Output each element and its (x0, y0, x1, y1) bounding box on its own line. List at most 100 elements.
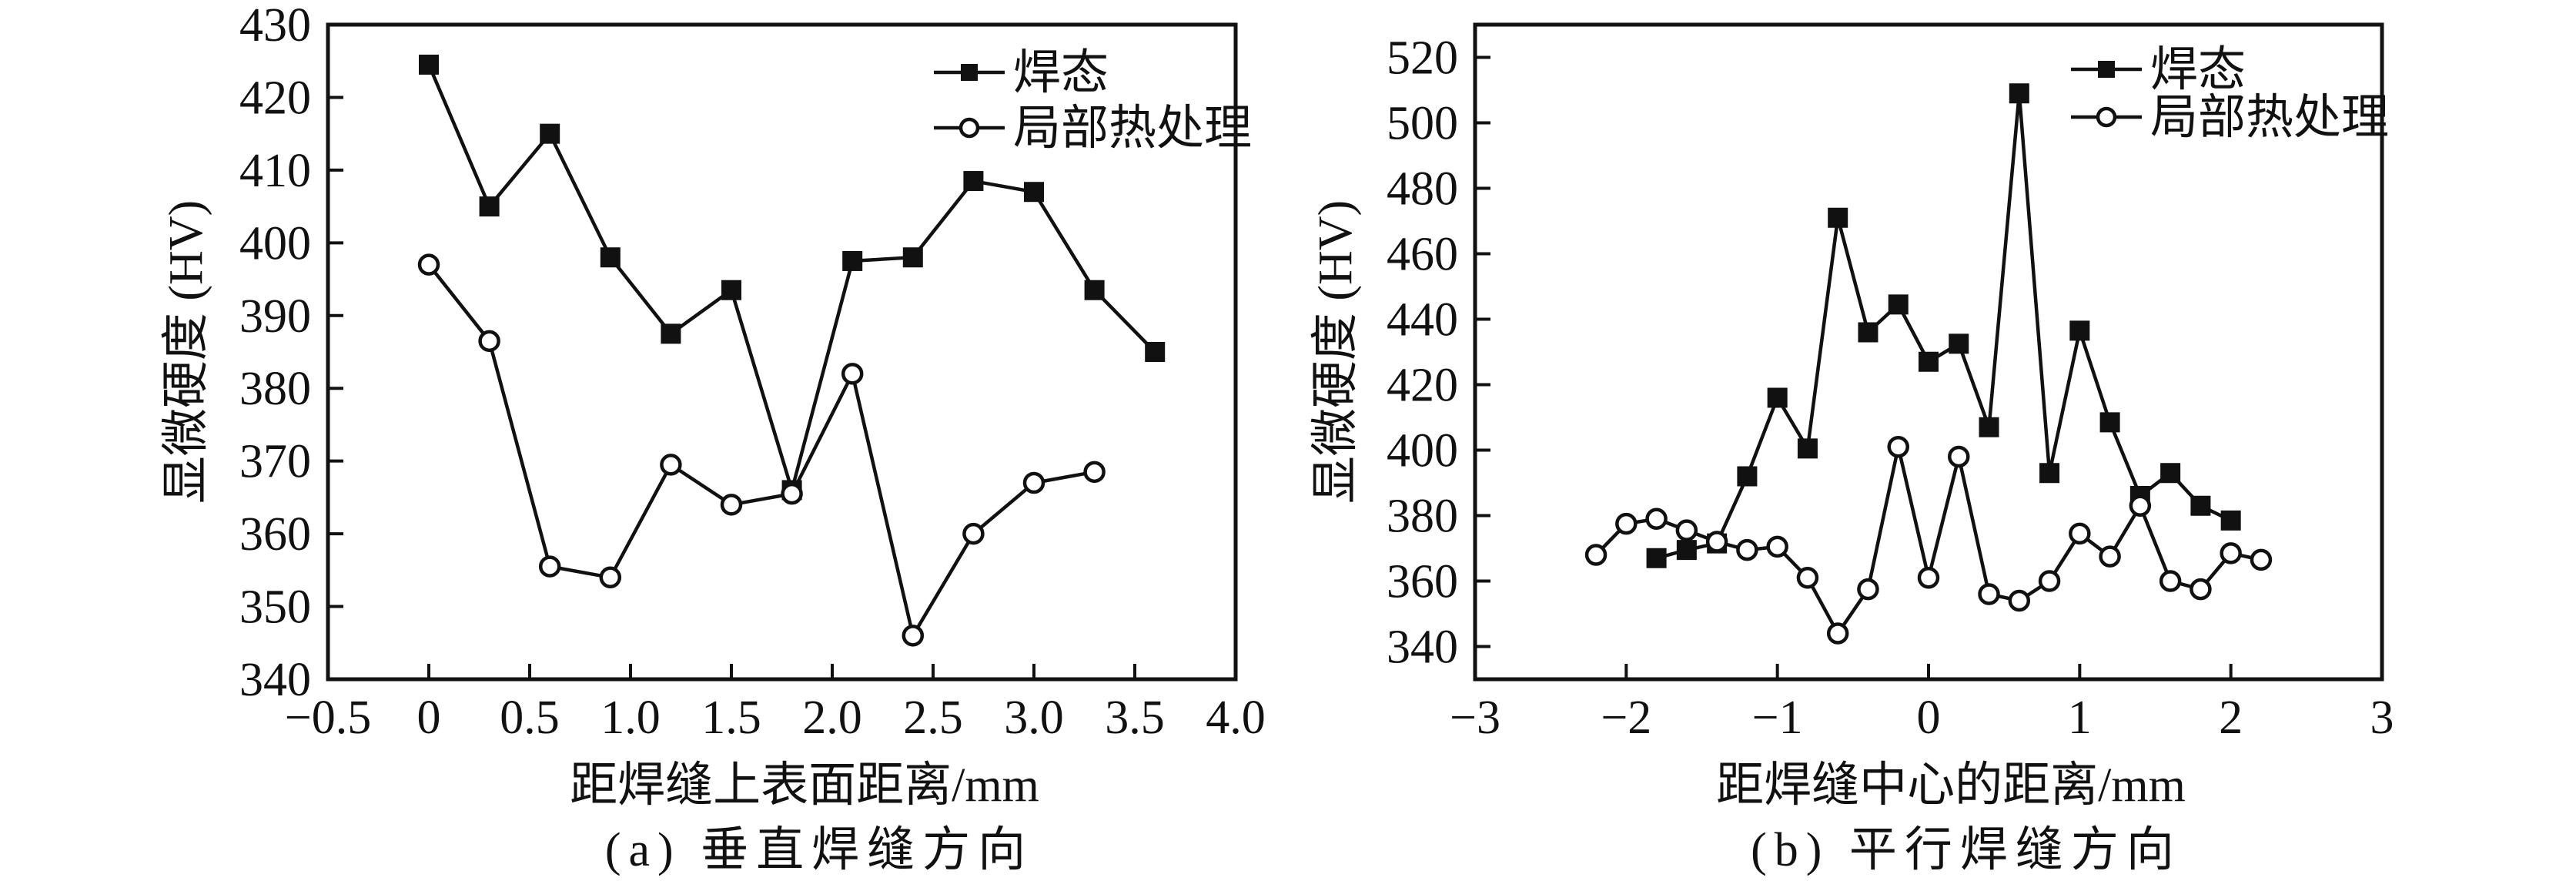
panel-b-series-local-heat-treatment-marker (2008, 589, 2031, 612)
panel-a-series-as-welded-marker (661, 323, 681, 344)
panel-b-y-tick-label: 380 (1387, 491, 1458, 543)
panel-a-y-tick-label: 340 (239, 654, 311, 706)
panel-a-series-local-heat-treatment-marker (1022, 471, 1045, 494)
panel-b-series-as-welded-marker (1888, 294, 1909, 315)
panel-a-y-tick-label: 370 (239, 436, 311, 488)
panel-b-series-local-heat-treatment-marker (1826, 622, 1849, 645)
panel-a-x-tick-label: 2.0 (802, 692, 862, 744)
panel-a-y-tick-label: 430 (239, 0, 311, 52)
panel-a-y-tick-label: 380 (239, 363, 311, 415)
panel-b-series-as-welded-line (1656, 93, 2232, 560)
panel-a-series-as-welded-marker (1145, 342, 1166, 362)
panel-b-series-local-heat-treatment-marker (1978, 583, 2000, 605)
panel-a-x-tick-label: 1.5 (701, 692, 761, 744)
panel-b-series-as-welded-marker (1828, 207, 1848, 228)
panel-a-series-as-welded-marker (1084, 280, 1105, 300)
panel-a-series-local-heat-treatment-marker (841, 363, 864, 385)
panel-b-y-tick-label: 360 (1387, 556, 1458, 608)
panel-b-y-tick-label: 520 (1387, 32, 1458, 85)
panel-a-series-as-welded-marker (902, 247, 923, 268)
panel-b-series-local-heat-treatment-marker (2069, 522, 2091, 545)
panel-b-series-local-heat-treatment-marker (1736, 538, 1758, 561)
panel-b-series-local-heat-treatment-marker (2220, 542, 2242, 564)
panel-b-series-as-welded-marker (2099, 412, 2120, 433)
panel-b-series-local-heat-treatment-marker (1887, 436, 1909, 458)
panel-b-series-as-welded-marker (1767, 387, 1788, 408)
panel-b-series-local-heat-treatment-marker (1645, 507, 1668, 530)
panel-b-x-tick-label: 3 (2370, 692, 2394, 744)
panel-a-y-axis-title: 显微硬度 (HV) (160, 200, 212, 504)
panel-b-series-local-heat-treatment-marker (1705, 531, 1728, 553)
panel-b-legend-local-heat-treatment-label: 局部热处理 (2150, 92, 2389, 144)
panel-a-series-as-welded-marker (479, 196, 500, 217)
panel-b-x-tick-label: −2 (1601, 692, 1651, 744)
panel-a-y-tick-label: 400 (239, 217, 311, 270)
panel-a-x-axis-title: 距焊缝上表面距离/mm (570, 759, 1039, 812)
panel-b-series-as-welded-marker (1858, 322, 1878, 343)
panel-a-legend-local-heat-treatment-label: 局部热处理 (1013, 102, 1252, 155)
panel-b-series-as-welded-marker (1949, 333, 1969, 354)
panel-b-y-tick-label: 400 (1387, 425, 1458, 477)
panel-b-x-tick-label: −3 (1450, 692, 1500, 744)
panel-a-series-local-heat-treatment-marker (781, 482, 803, 505)
panel-b-y-axis-title: 显微硬度 (HV) (1310, 200, 1362, 504)
panel-a-x-tick-label: 0 (417, 692, 441, 744)
panel-b-series-local-heat-treatment-marker (2190, 578, 2212, 601)
panel-a-x-tick-label: −0.5 (285, 692, 371, 744)
panel-b-legend-as-welded-marker-icon (2098, 61, 2115, 78)
panel-a-y-tick-label: 410 (239, 145, 311, 197)
panel-b-legend-local-heat-treatment-marker-icon (2096, 106, 2117, 128)
panel-b-y-tick-label: 340 (1387, 621, 1458, 674)
panel-a-series-local-heat-treatment-marker (417, 253, 440, 276)
panel-a-series-local-heat-treatment-marker (902, 625, 925, 647)
panel-a-legend-local-heat-treatment-marker-icon (958, 117, 980, 139)
panel-b-x-tick-label: 2 (2219, 692, 2243, 744)
panel-b-series-local-heat-treatment-marker (1948, 445, 1970, 468)
panel-a-series-local-heat-treatment-marker (599, 566, 622, 589)
panel-b-series-local-heat-treatment-marker (1766, 535, 1788, 558)
panel-a-legend-as-welded-marker-icon (961, 64, 978, 81)
panel-a-series-local-heat-treatment-marker (538, 555, 561, 578)
panel-b-series-local-heat-treatment-marker (1857, 578, 1879, 601)
panel-a-series-local-heat-treatment-marker (962, 522, 985, 545)
panel-b-series-as-welded-marker (1646, 548, 1667, 568)
panel-a-x-tick-label: 4.0 (1206, 692, 1266, 744)
panel-b-y-tick-label: 460 (1387, 229, 1458, 281)
panel-a-y-tick-label: 420 (239, 72, 311, 124)
panel-a-x-tick-label: 3.5 (1105, 692, 1165, 744)
panel-a-series-local-heat-treatment-marker (720, 494, 743, 516)
panel-a-series-as-welded-marker (963, 171, 984, 192)
panel-a-series-as-welded-marker (721, 280, 741, 300)
panel-a-y-tick-label: 390 (239, 290, 311, 343)
panel-b-series-as-welded-marker (1919, 351, 1939, 372)
panel-b: −3 −2 −1 0 1 2 3 340 360 380 400 420 440 460 480 500 520… (1310, 22, 2394, 876)
panel-b-series-as-welded-marker (1979, 417, 1999, 437)
panel-b-series-as-welded-marker (1676, 540, 1697, 561)
panel-a-series-as-welded-marker (600, 247, 621, 268)
panel-a-y-tick-label: 350 (239, 581, 311, 634)
panel-b-x-tick-label: −1 (1752, 692, 1803, 744)
panel-a-x-tick-label: 3.0 (1004, 692, 1064, 744)
panel-b-x-tick-label: 0 (1917, 692, 1941, 744)
panel-a-series-as-welded-marker (540, 123, 560, 144)
panel-a-series-local-heat-treatment-marker (660, 454, 682, 476)
panel-a-series-as-welded-marker (842, 250, 863, 271)
panel-b-series-local-heat-treatment-marker (2250, 548, 2273, 571)
panel-b-series-local-heat-treatment-marker (2038, 570, 2061, 592)
panel-a-y-tick-label: 360 (239, 508, 311, 561)
panel-b-x-tick-label: 1 (2068, 692, 2092, 744)
panel-b-series-local-heat-treatment-marker (2099, 545, 2121, 568)
panel-b-series-local-heat-treatment-marker (1796, 567, 1819, 589)
panel-b-series-local-heat-treatment-marker (1917, 567, 1940, 589)
panel-a-legend-as-welded-label: 焊态 (1013, 47, 1109, 99)
panel-a-series-as-welded-marker (1024, 182, 1044, 203)
panel-b-series-as-welded-marker (2069, 320, 2090, 341)
panel-a-series-local-heat-treatment-marker (478, 330, 500, 353)
panel-a-x-tick-label: 2.5 (903, 692, 963, 744)
panel-b-series-as-welded-marker (2160, 463, 2181, 484)
panel-a-series-local-heat-treatment-marker (1083, 461, 1106, 484)
panel-b-caption: (b) 平行焊缝方向 (1751, 824, 2182, 876)
panel-b-y-tick-label: 500 (1387, 98, 1458, 150)
